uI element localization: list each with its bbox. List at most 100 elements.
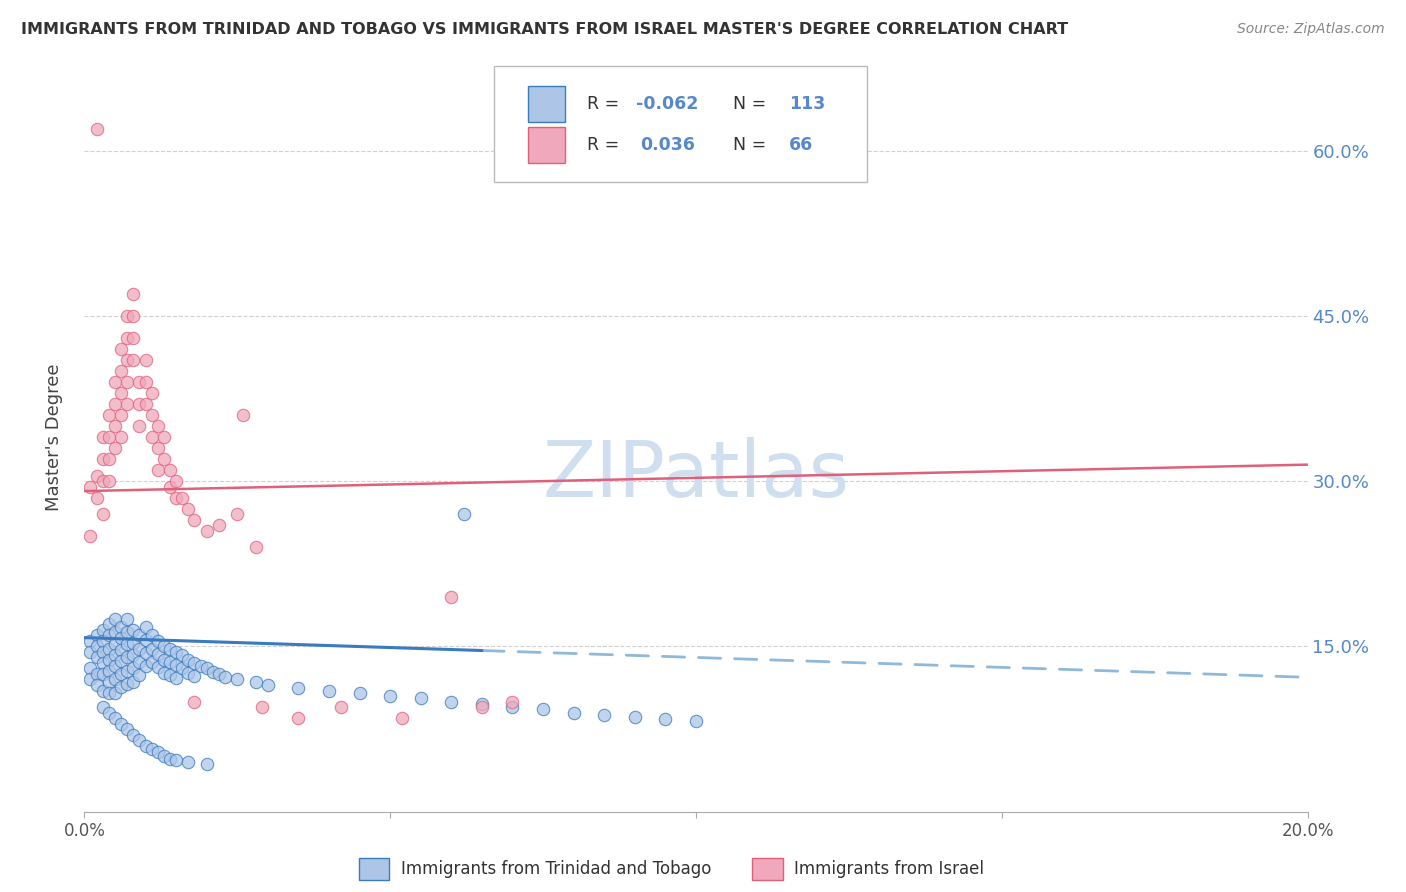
Point — [146, 660, 169, 674]
Point — [91, 452, 114, 467]
Point — [91, 683, 114, 698]
Point — [146, 745, 169, 759]
Point — [440, 590, 463, 604]
Point — [115, 375, 138, 389]
Point — [115, 722, 138, 736]
Point — [172, 648, 194, 663]
Point — [153, 665, 176, 680]
Point — [128, 375, 150, 389]
Text: Immigrants from Israel: Immigrants from Israel — [794, 860, 984, 878]
Point — [122, 286, 145, 301]
Point — [122, 623, 145, 637]
Point — [128, 668, 150, 682]
Point — [91, 474, 114, 488]
Point — [79, 529, 101, 543]
Point — [165, 474, 187, 488]
Text: ZIPatlas: ZIPatlas — [543, 436, 849, 513]
Point — [183, 669, 205, 683]
Point — [122, 636, 145, 650]
Point — [115, 677, 138, 691]
Point — [97, 452, 120, 467]
Point — [159, 752, 181, 766]
Point — [110, 408, 132, 422]
Point — [146, 647, 169, 661]
Point — [165, 645, 187, 659]
Point — [97, 706, 120, 720]
Point — [91, 507, 114, 521]
Point — [135, 619, 157, 633]
Point — [128, 628, 150, 642]
Point — [183, 694, 205, 708]
Point — [104, 419, 127, 434]
Point — [190, 659, 212, 673]
Point — [115, 650, 138, 665]
Point — [122, 353, 145, 368]
Point — [141, 408, 163, 422]
Point — [110, 364, 132, 378]
Text: IMMIGRANTS FROM TRINIDAD AND TOBAGO VS IMMIGRANTS FROM ISRAEL MASTER'S DEGREE CO: IMMIGRANTS FROM TRINIDAD AND TOBAGO VS I… — [21, 22, 1069, 37]
Point — [159, 480, 181, 494]
Point — [104, 375, 127, 389]
Point — [146, 463, 169, 477]
Point — [97, 474, 120, 488]
Point — [104, 441, 127, 455]
Point — [104, 648, 127, 663]
Point — [208, 667, 231, 681]
Text: 113: 113 — [789, 95, 825, 112]
Point — [159, 463, 181, 477]
Point — [115, 625, 138, 640]
Point — [135, 646, 157, 660]
Point — [110, 716, 132, 731]
Point — [135, 353, 157, 368]
Text: N =: N = — [721, 95, 772, 112]
Text: Immigrants from Trinidad and Tobago: Immigrants from Trinidad and Tobago — [401, 860, 711, 878]
Point — [97, 674, 120, 689]
Point — [183, 513, 205, 527]
Point — [153, 748, 176, 763]
Point — [104, 659, 127, 673]
Point — [165, 658, 187, 673]
Point — [115, 309, 138, 323]
Point — [110, 654, 132, 668]
Point — [214, 670, 236, 684]
Point — [128, 655, 150, 669]
Point — [562, 706, 585, 720]
Point — [195, 757, 218, 772]
Point — [128, 397, 150, 411]
Point — [141, 628, 163, 642]
Point — [135, 659, 157, 673]
FancyBboxPatch shape — [494, 66, 868, 182]
Point — [177, 653, 200, 667]
Point — [177, 755, 200, 769]
Point — [122, 661, 145, 675]
Point — [91, 656, 114, 670]
Point — [172, 491, 194, 505]
Point — [685, 714, 707, 729]
Point — [153, 640, 176, 654]
Point — [91, 430, 114, 444]
Point — [110, 342, 132, 356]
Point — [135, 632, 157, 647]
Point — [349, 686, 371, 700]
Point — [531, 702, 554, 716]
Point — [97, 430, 120, 444]
Point — [330, 700, 353, 714]
Point — [146, 419, 169, 434]
Text: Source: ZipAtlas.com: Source: ZipAtlas.com — [1237, 22, 1385, 37]
Point — [183, 656, 205, 670]
Point — [287, 681, 309, 696]
Point — [195, 524, 218, 538]
Point — [97, 686, 120, 700]
Point — [685, 144, 707, 158]
Point — [146, 634, 169, 648]
Point — [79, 480, 101, 494]
Point — [115, 397, 138, 411]
Point — [624, 710, 647, 724]
Point — [177, 501, 200, 516]
Point — [153, 653, 176, 667]
Point — [79, 661, 101, 675]
Point — [409, 691, 432, 706]
Point — [153, 452, 176, 467]
Text: N =: N = — [721, 136, 772, 153]
Point — [141, 655, 163, 669]
